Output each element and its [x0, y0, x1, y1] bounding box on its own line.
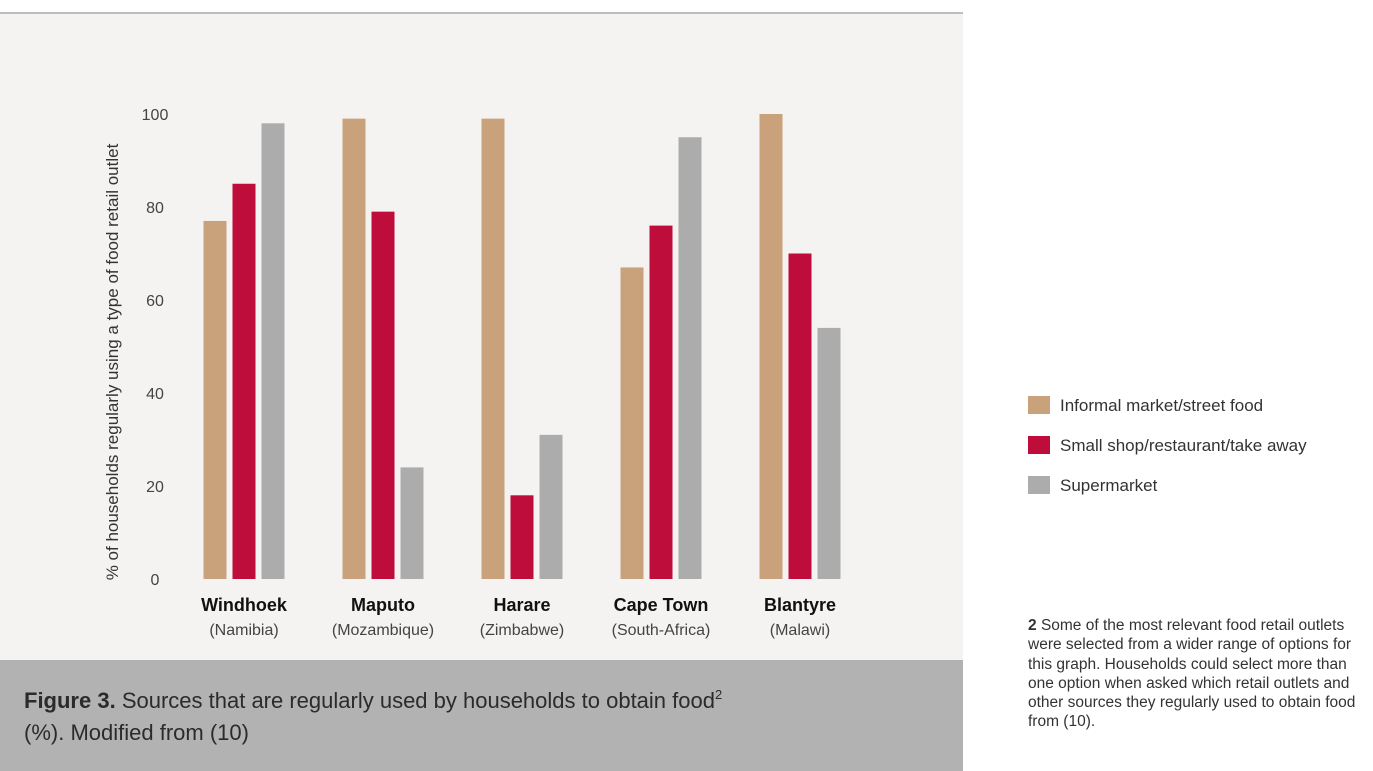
y-tick-label: 100 [142, 107, 169, 124]
x-category-label: Cape Town [614, 595, 709, 615]
bar-supermarket [539, 434, 563, 579]
y-tick-label: 20 [146, 479, 164, 496]
caption-tail: (%). Modified from (10) [24, 720, 249, 745]
legend-item-informal: Informal market/street food [1028, 391, 1307, 421]
bar-small-shop [371, 211, 395, 579]
footnote-marker: 2 [714, 687, 723, 702]
chart-legend: Informal market/street food Small shop/r… [1028, 391, 1307, 511]
legend-label-informal: Informal market/street food [1060, 396, 1264, 415]
x-category-sublabel: (South-Africa) [612, 622, 711, 639]
legend-swatch-small-shop [1028, 436, 1050, 454]
legend-label-small-shop: Small shop/restaurant/take away [1060, 436, 1307, 455]
x-category-sublabel: (Namibia) [209, 622, 278, 639]
top-rule [0, 12, 963, 14]
y-tick-label: 60 [146, 293, 164, 310]
bar-small-shop [788, 253, 812, 579]
x-category-label: Harare [493, 595, 550, 615]
figure-caption: Figure 3. Sources that are regularly use… [0, 660, 963, 771]
y-axis-label: % of households regularly using a type o… [103, 143, 122, 580]
footnote: 2 Some of the most relevant food retail … [1028, 616, 1363, 771]
x-category-sublabel: (Zimbabwe) [480, 622, 564, 639]
bar-supermarket [817, 327, 841, 579]
bar-informal [759, 114, 783, 579]
bar-informal [481, 118, 505, 580]
caption-text: Sources that are regularly used by house… [121, 688, 715, 713]
bar-small-shop [649, 225, 673, 579]
figure-label: Figure 3. [24, 688, 116, 713]
footnote-number: 2 [1028, 617, 1037, 634]
bar-supermarket [678, 137, 702, 579]
x-category-label: Blantyre [764, 595, 836, 615]
x-category-label: Maputo [351, 595, 415, 615]
bar-supermarket [400, 467, 424, 579]
legend-label-supermarket: Supermarket [1060, 476, 1158, 495]
bar-supermarket [261, 123, 285, 580]
x-category-label: Windhoek [201, 595, 288, 615]
x-category-sublabel: (Malawi) [770, 622, 830, 639]
bar-chart: 0 20 40 60 80 100 % of households regularly us… [103, 107, 841, 639]
chart-panel: 0 20 40 60 80 100 % of households regularly us… [0, 14, 963, 660]
legend-swatch-informal [1028, 396, 1050, 414]
legend-item-small-shop: Small shop/restaurant/take away [1028, 431, 1307, 461]
bar-small-shop [510, 495, 534, 579]
y-tick-label: 40 [146, 386, 164, 403]
y-tick-label: 80 [146, 200, 164, 217]
bar-informal [203, 220, 227, 579]
x-category-sublabel: (Mozambique) [332, 622, 434, 639]
footnote-text: Some of the most relevant food retail ou… [1028, 617, 1356, 731]
legend-item-supermarket: Supermarket [1028, 471, 1307, 501]
legend-swatch-supermarket [1028, 476, 1050, 494]
bar-informal [620, 267, 644, 579]
bar-small-shop [232, 183, 256, 579]
bar-informal [342, 118, 366, 580]
y-tick-label: 0 [151, 572, 160, 589]
